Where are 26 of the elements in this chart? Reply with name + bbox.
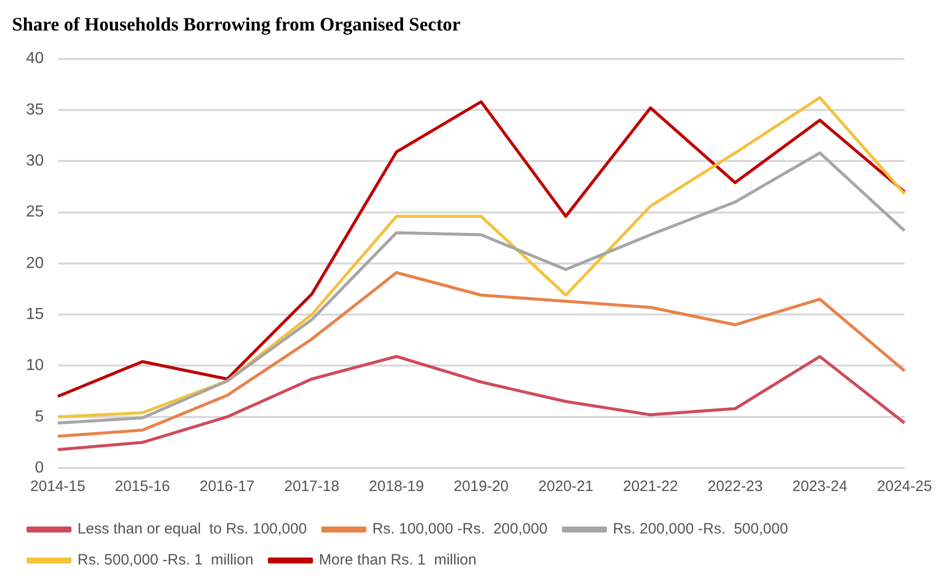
legend-label: Rs. 500,000 -Rs. 1 million	[78, 552, 254, 569]
x-tick-label: 2016-17	[200, 478, 255, 496]
x-tick-label: 2017-18	[284, 478, 340, 496]
y-tick-label: 40	[26, 50, 44, 68]
chart-title: Share of Households Borrowing from Organised Sector	[12, 14, 462, 36]
y-tick-label: 10	[26, 357, 44, 374]
x-tick-label: 2015-16	[114, 478, 170, 496]
x-tick-label: 2014-15	[30, 478, 86, 496]
x-tick-label: 2018-19	[368, 478, 424, 496]
legend-label: Rs. 200,000 -Rs. 500,000	[612, 520, 788, 538]
x-tick-label: 2020-21	[538, 478, 594, 496]
y-tick-label: 25	[26, 204, 44, 221]
legend-label: Rs. 100,000 -Rs. 200,000	[372, 520, 548, 538]
y-tick-label: 35	[26, 101, 44, 118]
y-tick-label: 30	[26, 152, 44, 170]
y-tick-label: 20	[26, 254, 44, 272]
y-tick-label: 15	[26, 306, 44, 323]
x-tick-label: 2021-22	[622, 478, 678, 496]
y-tick-label: 0	[34, 459, 44, 476]
x-tick-label: 2022-23	[708, 478, 763, 496]
legend-label: More than Rs. 1 million	[318, 552, 476, 569]
x-tick-label: 2023-24	[792, 478, 848, 496]
x-tick-label: 2024-25	[876, 478, 932, 496]
x-tick-label: 2019-20	[454, 478, 509, 496]
y-tick-label: 5	[34, 408, 44, 426]
legend-label: Less than or equal to Rs. 100,000	[78, 520, 307, 538]
